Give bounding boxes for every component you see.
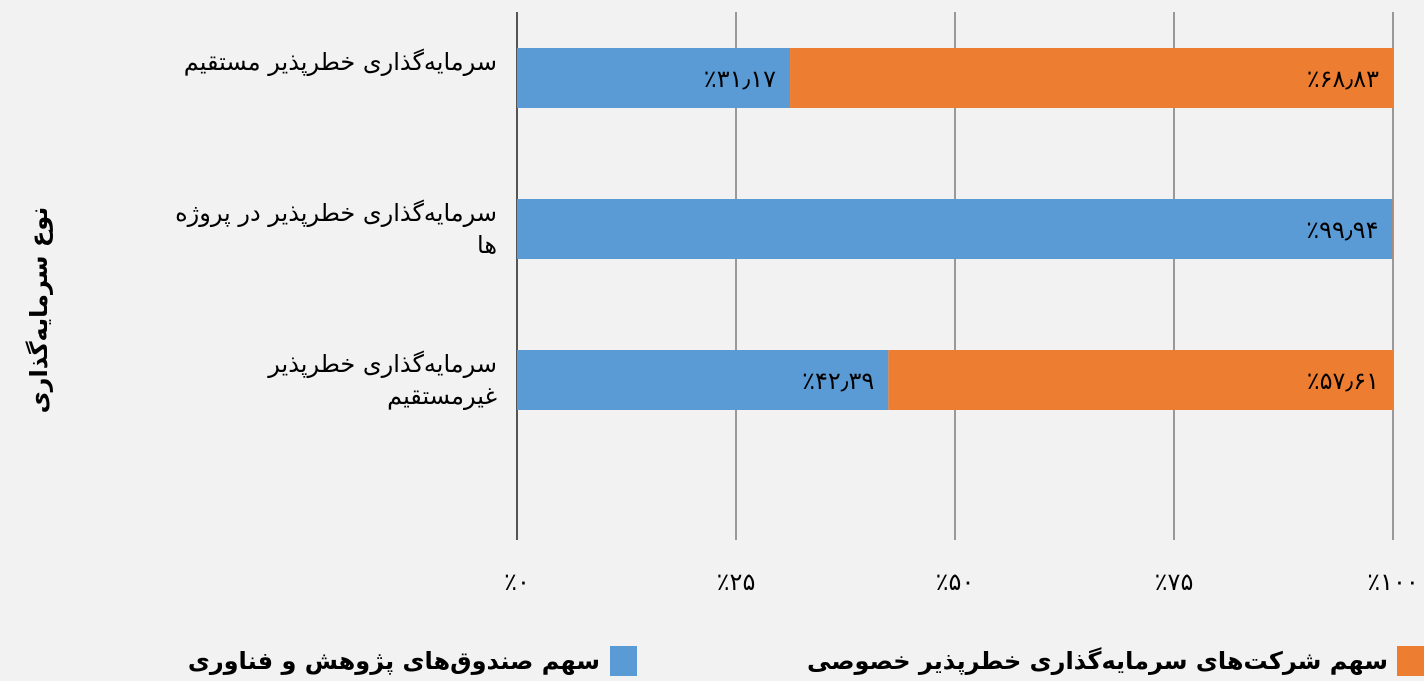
bar — [517, 350, 889, 410]
y-axis-label: نوع سرمایه‌گذاری — [25, 207, 53, 414]
value-label: ٪۹۹٫۹۴ — [1306, 216, 1378, 244]
bar — [1392, 199, 1393, 259]
category-label: سرمایه‌گذاری خطرپذیر غیرمستقیم — [268, 350, 497, 410]
category-label: سرمایه‌گذاری خطرپذیر در پروژه ها — [175, 199, 497, 259]
value-label: ٪۶۸٫۸۳ — [1307, 65, 1379, 93]
x-tick-label: ٪۲۵ — [717, 568, 756, 596]
bar — [888, 350, 1393, 410]
value-label: ٪۳۱٫۱۷ — [704, 65, 776, 93]
category-label: سرمایه‌گذاری خطرپذیر مستقیم — [183, 48, 497, 76]
legend-label: سهم شرکت‌های سرمایه‌گذاری خطرپذیر خصوصی — [807, 647, 1388, 675]
legend-swatch — [610, 646, 637, 676]
bar — [517, 199, 1393, 259]
value-label: ٪۴۲٫۳۹ — [802, 367, 874, 395]
legend-label: سهم صندوق‌های پژوهش و فناوری — [188, 647, 600, 675]
x-tick-label: ٪۱۰۰ — [1367, 568, 1419, 596]
value-label: ٪۵۷٫۶۱ — [1307, 367, 1379, 395]
x-tick-label: ٪۷۵ — [1155, 568, 1194, 596]
legend-swatch — [1397, 646, 1424, 676]
x-tick-label: ٪۵۰ — [936, 568, 975, 596]
bar — [517, 48, 791, 108]
x-tick-label: ٪۰ — [504, 568, 530, 596]
bar — [790, 48, 1393, 108]
